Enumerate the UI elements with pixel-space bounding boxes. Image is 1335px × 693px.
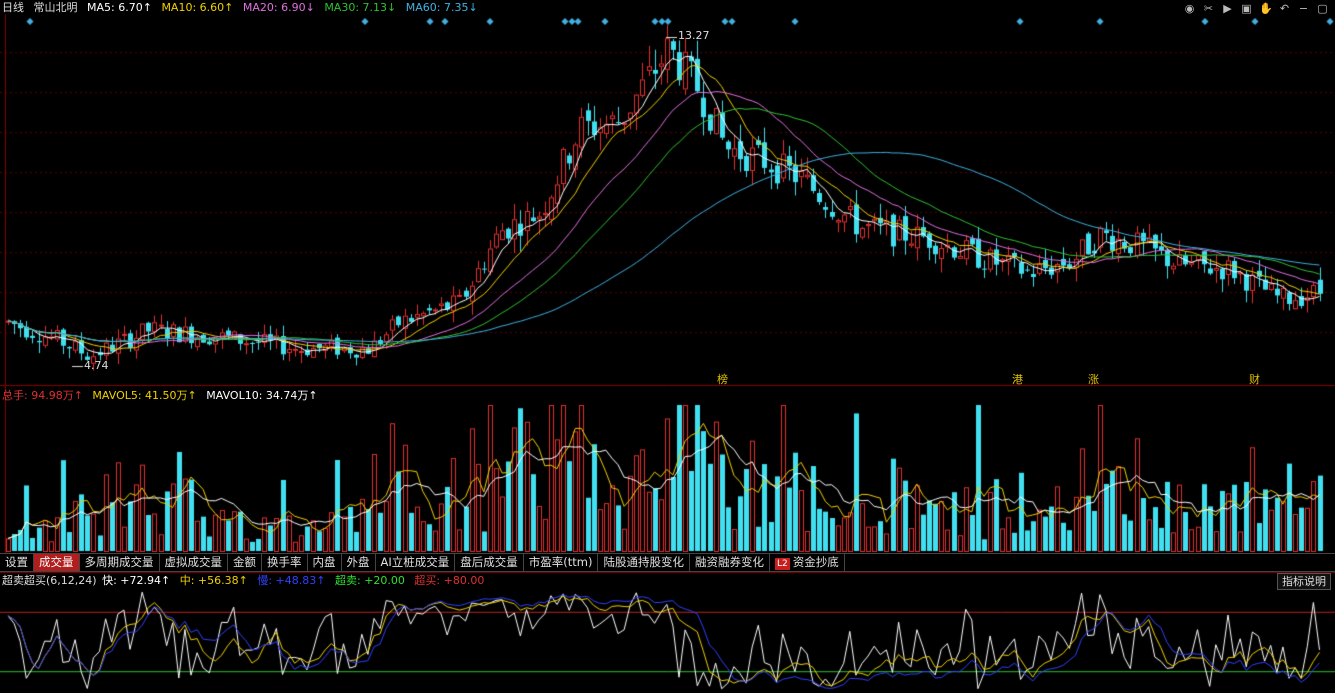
mid-value: 中: +56.38↑	[179, 574, 248, 587]
ma5-label: MA5: 6.70↑	[87, 1, 152, 14]
event-marker[interactable]: 榜	[717, 373, 728, 386]
tab-pe-ttm[interactable]: 市盈率(ttm)	[524, 554, 599, 571]
volume-header: 总手: 94.98万↑ MAVOL5: 41.50万↑ MAVOL10: 34.…	[2, 389, 324, 403]
low-price-label: 4.74	[84, 359, 109, 372]
total-volume-label: 总手: 94.98万↑	[2, 389, 83, 402]
high-price-label: 13.27	[678, 29, 710, 42]
indicator-tabs: 设置 成交量 多周期成交量 虚拟成交量 金额 换手率 内盘 外盘 AI立桩成交量…	[0, 553, 1335, 572]
period-label: 日线	[2, 1, 24, 14]
ma30-label: MA30: 7.13↓	[324, 1, 397, 14]
ma60-label: MA60: 7.35↓	[405, 1, 478, 14]
event-marker[interactable]: 财	[1249, 373, 1260, 386]
fast-value: 快: +72.94↑	[102, 574, 171, 587]
tab-amount[interactable]: 金额	[228, 554, 262, 571]
eye-icon[interactable]: ◉	[1184, 2, 1195, 15]
event-marker[interactable]: 涨	[1088, 373, 1099, 386]
square-icon[interactable]: ▢	[1317, 2, 1328, 15]
minus-icon[interactable]: −	[1298, 2, 1309, 15]
indicator-name: 超卖超买(6,12,24)	[2, 574, 97, 587]
toolbar-icons: ◉ ✂ ▶ ▣ ✋ ↶ − ▢	[1183, 2, 1329, 15]
tab-label: 资金抄底	[792, 555, 839, 569]
tab-after-hours-volume[interactable]: 盘后成交量	[455, 554, 524, 571]
scissors-icon[interactable]: ✂	[1203, 2, 1214, 15]
tab-virtual-volume[interactable]: 虚拟成交量	[160, 554, 228, 571]
tab-turnover[interactable]: 换手率	[262, 554, 308, 571]
ma10-label: MA10: 6.60↑	[161, 1, 234, 14]
mavol10-label: MAVOL10: 34.74万↑	[206, 389, 318, 402]
hand-icon[interactable]: ✋	[1259, 2, 1273, 15]
price-header: 日线 常山北明 MA5: 6.70↑ MA10: 6.60↑ MA20: 6.9…	[2, 1, 484, 15]
tab-outer-volume[interactable]: 外盘	[342, 554, 376, 571]
event-marker[interactable]: 港	[1012, 373, 1023, 386]
l2-badge: L2	[774, 558, 790, 570]
indicator-help-button[interactable]: 指标说明	[1277, 573, 1331, 590]
tab-multi-period-volume[interactable]: 多周期成交量	[80, 554, 160, 571]
tab-volume[interactable]: 成交量	[34, 554, 80, 571]
tab-margin-change[interactable]: 融资融券变化	[690, 554, 770, 571]
slow-value: 慢: +48.83↑	[257, 574, 326, 587]
ma20-label: MA20: 6.90↓	[242, 1, 315, 14]
tab-inner-volume[interactable]: 内盘	[308, 554, 342, 571]
lock-icon[interactable]: ▣	[1241, 2, 1252, 15]
play-icon[interactable]: ▶	[1223, 2, 1232, 15]
tab-northbound-holding[interactable]: 陆股通持股变化	[598, 554, 690, 571]
oversold-value: 超卖: +20.00	[335, 574, 405, 587]
stock-name: 常山北明	[33, 1, 78, 14]
tab-settings[interactable]: 设置	[0, 554, 34, 571]
tab-bottom-fishing[interactable]: L2 资金抄底	[770, 554, 845, 571]
undo-icon[interactable]: ↶	[1279, 2, 1290, 15]
indicator-header: 超卖超买(6,12,24) 快: +72.94↑ 中: +56.38↑ 慢: +…	[2, 574, 490, 588]
tab-ai-volume[interactable]: AI立桩成交量	[376, 554, 456, 571]
overbought-value: 超买: +80.00	[414, 574, 485, 587]
mavol5-label: MAVOL5: 41.50万↑	[92, 389, 197, 402]
